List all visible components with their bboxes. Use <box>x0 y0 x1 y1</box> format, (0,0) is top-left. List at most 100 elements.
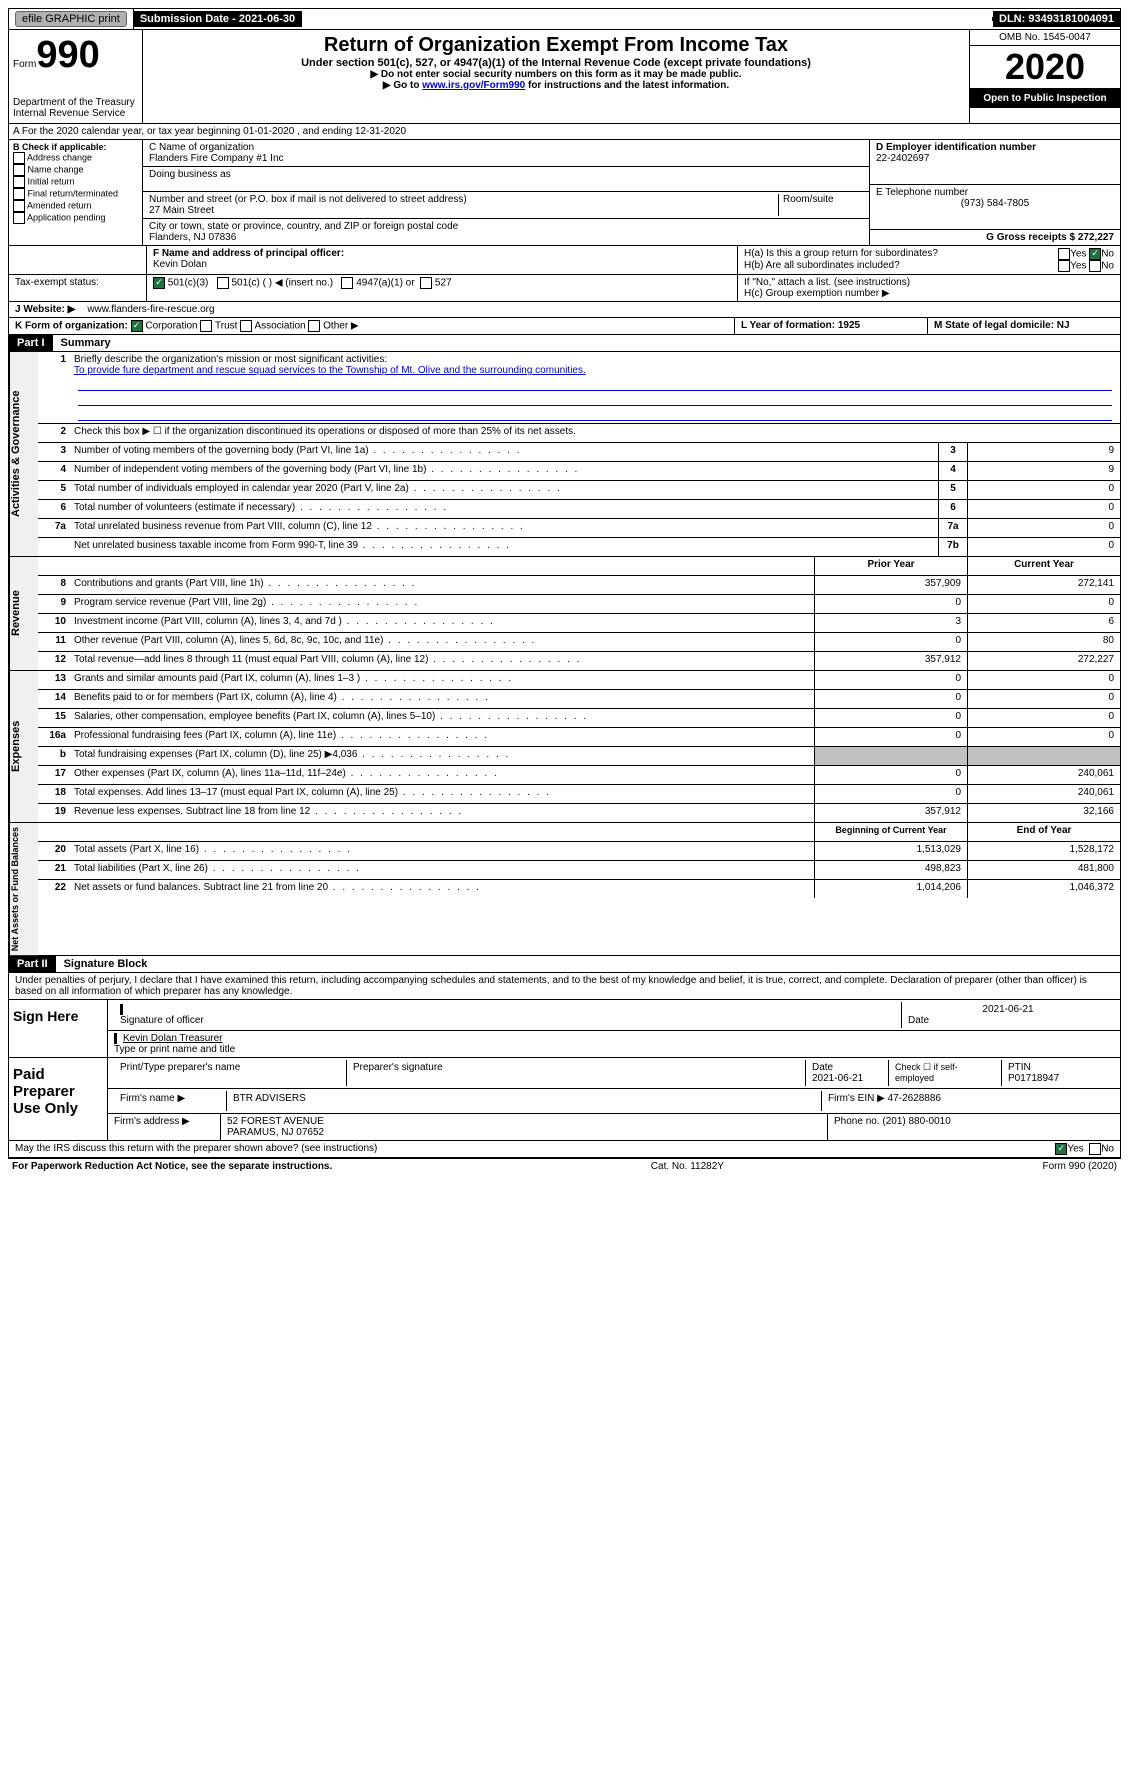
mission-text: To provide fure department and rescue sq… <box>74 365 586 376</box>
b-checkbox[interactable] <box>13 176 25 188</box>
subtitle-2: ▶ Do not enter social security numbers o… <box>147 69 965 80</box>
prior-year-header: Prior Year <box>814 557 967 575</box>
pdate-label: Date <box>812 1062 833 1073</box>
501c-checkbox[interactable] <box>217 277 229 289</box>
other-checkbox[interactable] <box>308 320 320 332</box>
footer: For Paperwork Reduction Act Notice, see … <box>8 1158 1121 1174</box>
firm-ein-label: Firm's EIN ▶ <box>828 1093 885 1104</box>
firm-name: BTR ADVISERS <box>227 1091 822 1111</box>
hb-yes-checkbox[interactable] <box>1058 260 1070 272</box>
discuss-row: May the IRS discuss this return with the… <box>8 1141 1121 1158</box>
side-governance: Activities & Governance <box>9 352 38 556</box>
sign-here-label: Sign Here <box>9 1000 107 1057</box>
irs-link[interactable]: www.irs.gov/Form990 <box>422 80 525 91</box>
side-net-assets: Net Assets or Fund Balances <box>9 823 38 955</box>
e-phone-label: E Telephone number <box>876 187 1114 198</box>
self-employed-label: Check ☐ if self-employed <box>889 1060 1002 1086</box>
501c3-checkbox[interactable]: ✓ <box>153 277 165 289</box>
paid-preparer-section: Paid Preparer Use Only Print/Type prepar… <box>8 1058 1121 1141</box>
psig-label: Preparer's signature <box>347 1060 806 1086</box>
addr-label: Number and street (or P.O. box if mail i… <box>149 194 778 205</box>
sig-officer-label: Signature of officer <box>120 1015 895 1026</box>
side-expenses: Expenses <box>9 671 38 822</box>
ptin-value: P01718947 <box>1008 1073 1059 1084</box>
f-officer-label: F Name and address of principal officer: <box>153 248 731 259</box>
officer-group-row: F Name and address of principal officer:… <box>8 246 1121 275</box>
governance-section: Activities & Governance 1 Briefly descri… <box>8 352 1121 557</box>
corp-checkbox[interactable]: ✓ <box>131 320 143 332</box>
l1-label: Briefly describe the organization's miss… <box>74 354 387 365</box>
b-header: B Check if applicable: <box>13 142 138 152</box>
form-title: Return of Organization Exempt From Incom… <box>147 34 965 57</box>
beginning-year-header: Beginning of Current Year <box>814 823 967 841</box>
discuss-yes-checkbox[interactable]: ✓ <box>1055 1143 1067 1155</box>
firm-addr-label: Firm's address ▶ <box>108 1114 221 1140</box>
i-label: Tax-exempt status: <box>9 275 147 301</box>
pdate-value: 2021-06-21 <box>812 1073 863 1084</box>
org-name: Flanders Fire Company #1 Inc <box>149 153 863 164</box>
revenue-section: Revenue Prior Year Current Year 8Contrib… <box>8 557 1121 671</box>
ptin-label: PTIN <box>1008 1062 1031 1073</box>
form-header: Form990 Department of the Treasury Inter… <box>8 30 1121 124</box>
form-label: Form <box>13 59 36 70</box>
omb-number: OMB No. 1545-0047 <box>970 30 1120 45</box>
l2-text: Check this box ▶ ☐ if the organization d… <box>70 424 1120 442</box>
part1-title: Summary <box>53 335 119 351</box>
street-address: 27 Main Street <box>149 205 778 216</box>
website-value: www.flanders-fire-rescue.org <box>81 302 220 317</box>
j-label: J Website: ▶ <box>9 302 81 317</box>
d-ein-label: D Employer identification number <box>876 142 1114 153</box>
firm-ein: 47-2628886 <box>888 1093 941 1104</box>
k-label: K Form of organization: <box>15 321 128 332</box>
trust-checkbox[interactable] <box>200 320 212 332</box>
hc-label: H(c) Group exemption number ▶ <box>744 288 1114 299</box>
end-year-header: End of Year <box>967 823 1120 841</box>
cat-no: Cat. No. 11282Y <box>651 1161 724 1172</box>
part1-badge: Part I <box>9 335 53 351</box>
efile-btn[interactable]: efile GRAPHIC print <box>15 11 127 27</box>
current-year-header: Current Year <box>967 557 1120 575</box>
m-domicile: M State of legal domicile: NJ <box>928 318 1120 334</box>
signer-name-label: Type or print name and title <box>114 1044 1114 1055</box>
room-label: Room/suite <box>778 194 863 216</box>
dba-label: Doing business as <box>149 169 863 180</box>
firm-name-label: Firm's name ▶ <box>114 1091 227 1111</box>
tax-status-row: Tax-exempt status: ✓ 501(c)(3) 501(c) ( … <box>8 275 1121 302</box>
527-checkbox[interactable] <box>420 277 432 289</box>
org-form-row: K Form of organization: ✓ Corporation Tr… <box>8 318 1121 335</box>
part2-header-row: Part II Signature Block <box>8 956 1121 973</box>
website-row: J Website: ▶ www.flanders-fire-rescue.or… <box>8 302 1121 318</box>
hb-no-checkbox[interactable] <box>1089 260 1101 272</box>
ein-value: 22-2402697 <box>876 153 1114 164</box>
hb-note: If "No," attach a list. (see instruction… <box>744 277 1114 288</box>
b-checkbox[interactable] <box>13 152 25 164</box>
org-info-section: B Check if applicable: Address change Na… <box>8 140 1121 246</box>
top-bar: efile GRAPHIC print Submission Date - 20… <box>8 8 1121 30</box>
phone-value: (973) 584-7805 <box>876 198 1114 209</box>
subtitle-1: Under section 501(c), 527, or 4947(a)(1)… <box>147 57 965 69</box>
assoc-checkbox[interactable] <box>240 320 252 332</box>
b-checkbox[interactable] <box>13 212 25 224</box>
part1-header-row: Part I Summary <box>8 335 1121 352</box>
b-checkbox[interactable] <box>13 188 25 200</box>
ha-no-checkbox[interactable]: ✓ <box>1089 248 1101 260</box>
ha-yes-checkbox[interactable] <box>1058 248 1070 260</box>
firm-address: 52 FOREST AVENUE PARAMUS, NJ 07652 <box>221 1114 828 1140</box>
discuss-text: May the IRS discuss this return with the… <box>9 1141 1049 1157</box>
discuss-no-checkbox[interactable] <box>1089 1143 1101 1155</box>
signer-name: Kevin Dolan Treasurer <box>114 1033 1114 1044</box>
firm-phone: Phone no. (201) 880-0010 <box>828 1114 1120 1140</box>
sign-date: 2021-06-21 <box>908 1004 1108 1015</box>
b-checkbox[interactable] <box>13 164 25 176</box>
net-assets-section: Net Assets or Fund Balances Beginning of… <box>8 823 1121 956</box>
tax-year: 2020 <box>970 45 1120 89</box>
g-gross-receipts: G Gross receipts $ 272,227 <box>870 230 1120 245</box>
b-checkbox[interactable] <box>13 200 25 212</box>
sign-here-section: Sign Here Signature of officer 2021-06-2… <box>8 1000 1121 1058</box>
form-number: 990 <box>36 34 99 76</box>
ha-label: H(a) Is this a group return for subordin… <box>744 248 938 260</box>
city-label: City or town, state or province, country… <box>149 221 863 232</box>
form-id-footer: Form 990 (2020) <box>1043 1161 1117 1172</box>
pname-label: Print/Type preparer's name <box>114 1060 347 1086</box>
4947-checkbox[interactable] <box>341 277 353 289</box>
